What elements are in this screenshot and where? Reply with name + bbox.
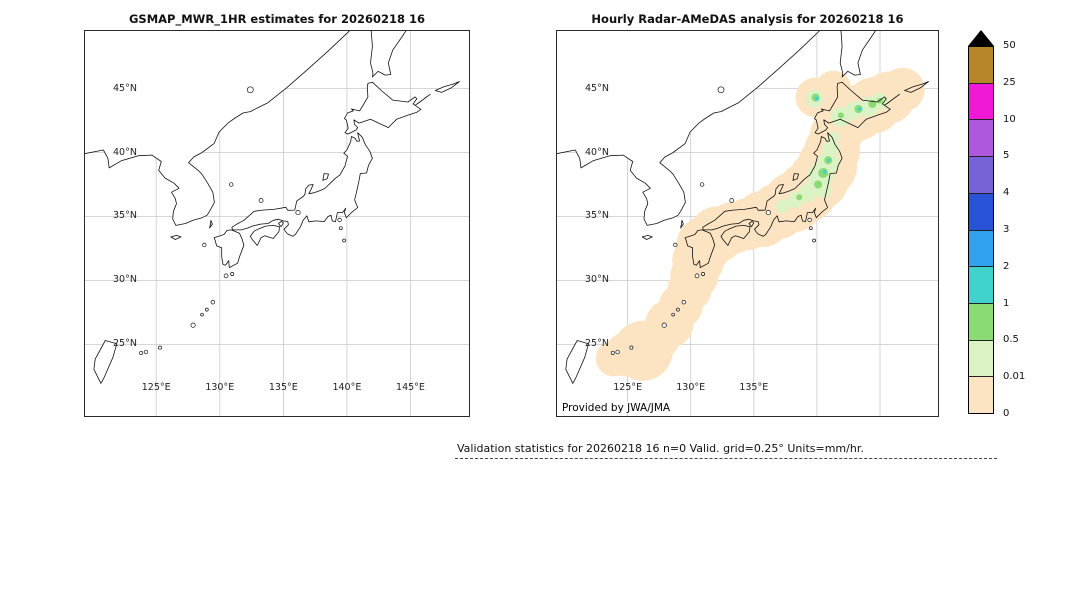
colorbar-tick-label: 1 <box>1003 297 1010 309</box>
colorbar-tick-label: 0.5 <box>1003 334 1019 346</box>
colorbar-segment <box>969 192 993 230</box>
colorbar-tick-label: 50 <box>1003 40 1016 51</box>
colorbar-tick-label: 10 <box>1003 113 1016 125</box>
validation-stats-text: Validation statistics for 20260218 16 n=… <box>457 442 864 455</box>
colorbar-tick-label: 0 <box>1003 408 1010 419</box>
colorbar-segment <box>969 156 993 193</box>
colorbar-tick-label: 4 <box>1003 187 1010 199</box>
radar-panel-title: Hourly Radar-AMeDAS analysis for 2026021… <box>591 12 904 26</box>
colorbar-segment <box>969 47 993 83</box>
colorbar-overflow-triangle-icon <box>968 30 994 46</box>
separator-dashed-line <box>455 458 997 459</box>
colorbar-segment <box>969 266 993 303</box>
colorbar-segment <box>969 119 993 157</box>
colorbar-tick-label: 3 <box>1003 224 1010 235</box>
colorbar-segment <box>969 339 993 377</box>
radar-map-panel: Provided by JWA/JMA 45°N 40°N 35°N 30°N 25°N… <box>556 30 939 417</box>
colorbar-segment <box>969 376 993 414</box>
gsmap-map-svg <box>85 31 469 416</box>
colorbar-tick-label: 0.01 <box>1003 371 1026 383</box>
colorbar-tick-label: 5 <box>1003 150 1010 162</box>
gsmap-map-panel: 45°N 40°N 35°N 30°N 25°N 125°E 130°E 135°E 140°E… <box>84 30 470 417</box>
colorbar-bar <box>968 46 994 414</box>
colorbar-segment <box>969 302 993 340</box>
colorbar-segment <box>969 82 993 120</box>
radar-map-svg <box>557 31 938 416</box>
colorbar-tick-label: 2 <box>1003 260 1010 272</box>
precip-colorbar: 50 25 10 5 4 3 2 1 0.5 0.01 0 <box>966 30 1080 430</box>
colorbar-segment <box>969 229 993 267</box>
colorbar-tick-label: 25 <box>1003 76 1016 88</box>
data-credit-label: Provided by JWA/JMA <box>559 402 674 414</box>
gsmap-panel-title: GSMAP_MWR_1HR estimates for 20260218 16 <box>128 12 426 26</box>
